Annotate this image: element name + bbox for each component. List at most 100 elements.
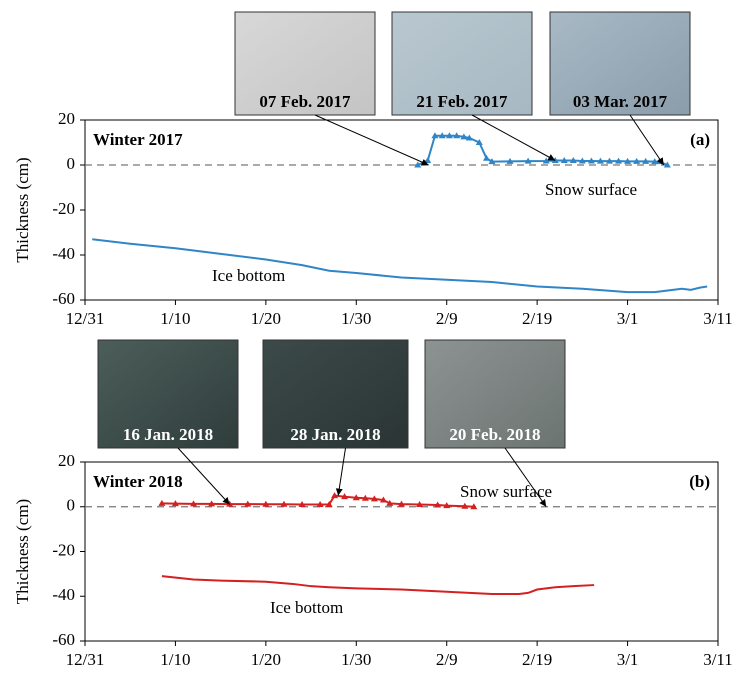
x-tick-label: 3/1 — [617, 650, 639, 669]
x-tick-label: 12/31 — [66, 309, 105, 328]
y-tick-label: 0 — [67, 154, 76, 173]
photo — [424, 339, 566, 449]
y-tick-label: 20 — [58, 109, 75, 128]
panel-label: (a) — [690, 130, 710, 149]
x-tick-label: 1/20 — [251, 309, 281, 328]
point-marker — [651, 158, 659, 165]
y-tick-label: -20 — [52, 540, 75, 559]
point-marker — [424, 157, 432, 163]
point-marker — [460, 133, 468, 140]
panel-title: Winter 2018 — [93, 472, 183, 491]
point-marker — [461, 502, 469, 509]
point-marker — [325, 501, 333, 508]
annotation-arrow — [504, 447, 547, 508]
point-marker — [386, 499, 394, 506]
point-marker — [465, 134, 473, 141]
annotation-arrow — [177, 447, 231, 505]
x-tick-label: 1/20 — [251, 650, 281, 669]
panel-label: (b) — [689, 472, 710, 491]
y-axis-label: Thickness (cm) — [13, 157, 32, 262]
point-marker — [226, 500, 234, 507]
point-marker — [208, 500, 216, 507]
point-marker — [445, 132, 453, 139]
point-marker — [379, 496, 387, 503]
point-marker — [663, 161, 671, 168]
point-marker — [524, 157, 532, 164]
point-marker — [331, 492, 339, 499]
point-marker — [370, 495, 378, 502]
y-tick-label: -20 — [52, 199, 75, 218]
point-marker — [414, 161, 422, 168]
point-marker — [605, 157, 613, 164]
point-marker — [431, 132, 439, 139]
point-marker — [434, 501, 442, 508]
point-marker — [443, 502, 451, 509]
y-axis-label: Thickness (cm) — [13, 499, 32, 604]
x-tick-label: 2/19 — [522, 650, 552, 669]
point-marker — [341, 493, 349, 500]
point-marker — [642, 157, 650, 164]
x-tick-label: 1/10 — [160, 650, 190, 669]
point-marker — [483, 154, 491, 161]
point-marker — [578, 157, 586, 164]
series-label: Snow surface — [545, 180, 637, 199]
point-marker — [596, 157, 604, 164]
series-label: Ice bottom — [212, 266, 285, 285]
point-marker — [316, 501, 324, 508]
point-marker — [453, 132, 461, 139]
photo — [97, 339, 239, 449]
point-marker — [262, 500, 270, 507]
photo-caption: 28 Jan. 2018 — [290, 425, 380, 444]
point-marker — [560, 157, 568, 163]
point-marker — [171, 500, 179, 507]
point-marker — [475, 139, 483, 145]
photo — [549, 11, 691, 116]
photo-caption: 21 Feb. 2017 — [416, 92, 508, 111]
series-line — [161, 575, 595, 596]
y-tick-label: -40 — [52, 585, 75, 604]
point-marker — [488, 158, 496, 165]
y-tick-label: -60 — [52, 289, 75, 308]
photo — [391, 11, 533, 116]
series-line — [92, 238, 708, 294]
annotation-arrow — [629, 114, 665, 166]
x-tick-label: 12/31 — [66, 650, 105, 669]
point-marker — [298, 501, 306, 508]
photo — [234, 11, 376, 116]
point-marker — [244, 500, 252, 507]
point-marker — [569, 157, 577, 163]
point-marker — [158, 499, 166, 506]
y-tick-label: 20 — [58, 451, 75, 470]
point-marker — [624, 157, 632, 164]
point-marker — [470, 503, 478, 510]
photo-caption: 07 Feb. 2017 — [259, 92, 351, 111]
y-tick-label: -60 — [52, 630, 75, 649]
x-tick-label: 2/9 — [436, 650, 458, 669]
point-marker — [587, 157, 595, 164]
x-tick-label: 2/9 — [436, 309, 458, 328]
x-tick-label: 3/11 — [703, 309, 733, 328]
annotation-arrow — [335, 447, 346, 496]
point-marker — [190, 500, 198, 507]
point-marker — [615, 157, 623, 164]
photo — [262, 339, 409, 449]
x-tick-label: 1/30 — [341, 309, 371, 328]
x-tick-label: 3/1 — [617, 309, 639, 328]
point-marker — [542, 157, 550, 164]
point-marker — [398, 500, 405, 507]
y-tick-label: 0 — [67, 496, 76, 515]
x-tick-label: 1/10 — [160, 309, 190, 328]
annotation-arrow — [314, 114, 429, 166]
panel-title: Winter 2017 — [93, 130, 183, 149]
x-tick-label: 2/19 — [522, 309, 552, 328]
photo-caption: 20 Feb. 2018 — [449, 425, 540, 444]
point-marker — [280, 500, 288, 507]
point-marker — [361, 494, 369, 501]
point-marker — [416, 501, 424, 508]
point-marker — [633, 157, 641, 164]
series-label: Snow surface — [460, 482, 552, 501]
point-marker — [352, 494, 360, 501]
annotation-arrow — [471, 114, 556, 161]
y-tick-label: -40 — [52, 244, 75, 263]
